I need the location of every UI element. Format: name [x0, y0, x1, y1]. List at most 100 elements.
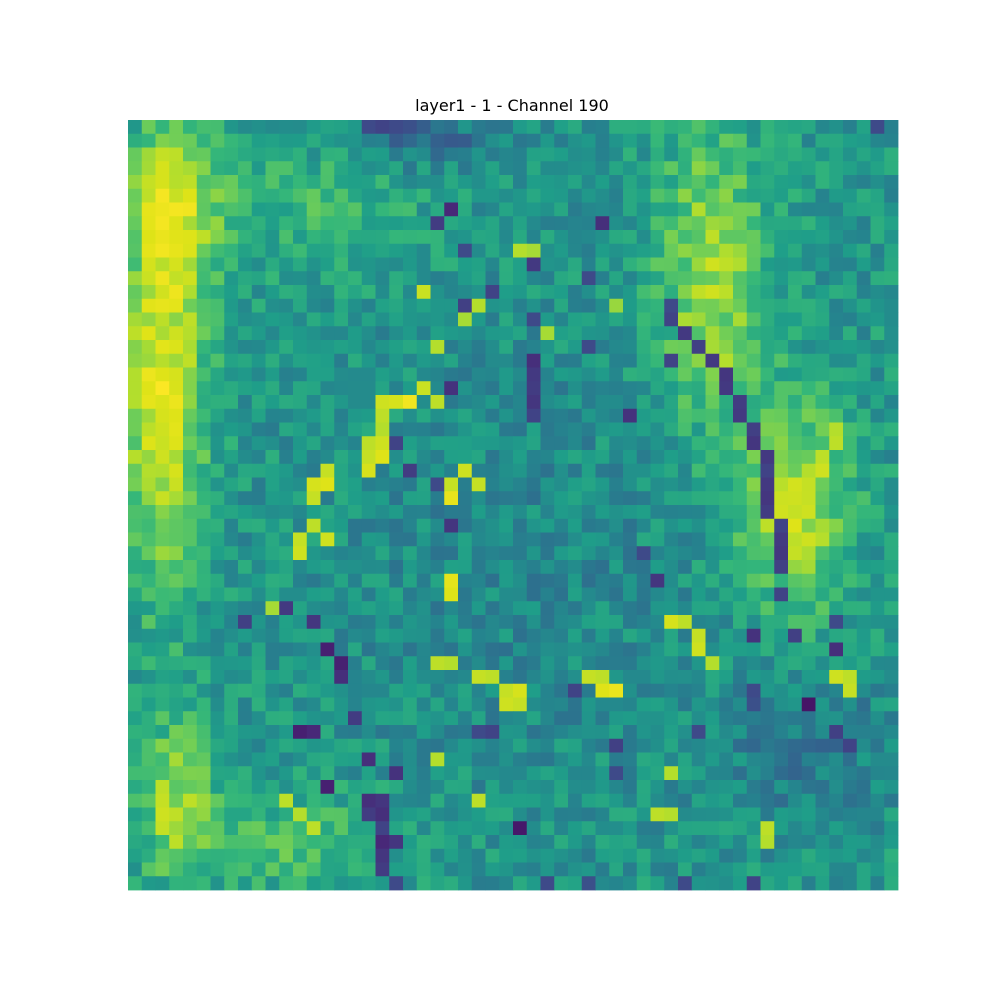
heatmap-cell: [870, 518, 885, 533]
heatmap-cell: [389, 271, 404, 286]
heatmap-cell: [141, 738, 156, 753]
heatmap-cell: [306, 505, 321, 520]
heatmap-cell: [609, 202, 624, 217]
heatmap-cell: [375, 436, 390, 451]
heatmap-cell: [678, 147, 693, 162]
heatmap-cell: [884, 395, 899, 410]
heatmap-cell: [554, 436, 569, 451]
heatmap-cell: [155, 862, 170, 877]
heatmap-cell: [705, 326, 720, 341]
heatmap-cell: [293, 738, 308, 753]
heatmap-cell: [636, 532, 651, 547]
heatmap-cell: [746, 697, 761, 712]
heatmap-cell: [884, 628, 899, 643]
heatmap-cell: [581, 518, 596, 533]
heatmap-cell: [141, 271, 156, 286]
heatmap-cell: [196, 216, 211, 231]
heatmap-cell: [788, 147, 803, 162]
heatmap-cell: [856, 175, 871, 190]
heatmap-cell: [870, 230, 885, 245]
heatmap-cell: [650, 367, 665, 382]
heatmap-cell: [210, 120, 225, 135]
heatmap-cell: [320, 821, 335, 836]
heatmap-cell: [444, 848, 459, 863]
heatmap-cell: [581, 395, 596, 410]
heatmap-cell: [746, 670, 761, 685]
heatmap-cell: [513, 436, 528, 451]
heatmap-cell: [238, 738, 253, 753]
heatmap-cell: [705, 436, 720, 451]
heatmap-cell: [664, 752, 679, 767]
heatmap-cell: [224, 546, 239, 561]
heatmap-cell: [733, 780, 748, 795]
heatmap-cell: [183, 656, 198, 671]
heatmap-cell: [636, 876, 651, 891]
heatmap-cell: [691, 271, 706, 286]
heatmap-cell: [705, 408, 720, 423]
heatmap-cell: [595, 807, 610, 822]
heatmap-cell: [389, 573, 404, 588]
heatmap-cell: [664, 518, 679, 533]
heatmap-cell: [774, 243, 789, 258]
heatmap-cell: [430, 587, 445, 602]
heatmap-cell: [856, 422, 871, 437]
heatmap-cell: [870, 285, 885, 300]
heatmap-cell: [430, 752, 445, 767]
heatmap-cell: [801, 642, 816, 657]
heatmap-cell: [320, 835, 335, 850]
heatmap-cell: [870, 147, 885, 162]
heatmap-cell: [128, 711, 143, 726]
heatmap-cell: [691, 463, 706, 478]
heatmap-cell: [581, 560, 596, 575]
heatmap-cell: [815, 450, 830, 465]
heatmap-cell: [554, 381, 569, 396]
heatmap-cell: [595, 821, 610, 836]
heatmap-cell: [678, 298, 693, 313]
heatmap-cell: [746, 436, 761, 451]
heatmap-cell: [664, 133, 679, 148]
heatmap-cell: [526, 285, 541, 300]
heatmap-cell: [540, 656, 555, 671]
heatmap-cell: [265, 807, 280, 822]
heatmap-cell: [884, 422, 899, 437]
heatmap-cell: [361, 628, 376, 643]
heatmap-cell: [265, 175, 280, 190]
heatmap-cell: [664, 257, 679, 272]
heatmap-cell: [540, 367, 555, 382]
heatmap-cell: [733, 463, 748, 478]
heatmap-cell: [375, 793, 390, 808]
heatmap-cell: [829, 161, 844, 176]
heatmap-cell: [128, 120, 143, 135]
heatmap-cell: [705, 573, 720, 588]
heatmap-cell: [691, 505, 706, 520]
heatmap-cell: [128, 642, 143, 657]
heatmap-cell: [815, 835, 830, 850]
heatmap-cell: [554, 285, 569, 300]
heatmap-cell: [636, 738, 651, 753]
heatmap-cell: [774, 285, 789, 300]
heatmap-cell: [348, 766, 363, 781]
heatmap-cell: [251, 656, 266, 671]
heatmap-cell: [595, 230, 610, 245]
heatmap-cell: [581, 711, 596, 726]
heatmap-cell: [306, 422, 321, 437]
heatmap-cell: [581, 573, 596, 588]
heatmap-cell: [884, 793, 899, 808]
heatmap-cell: [623, 615, 638, 630]
heatmap-cell: [334, 628, 349, 643]
heatmap-cell: [375, 367, 390, 382]
heatmap-cell: [141, 216, 156, 231]
heatmap-cell: [238, 725, 253, 740]
heatmap-cell: [279, 642, 294, 657]
heatmap-cell: [843, 230, 858, 245]
heatmap-cell: [746, 491, 761, 506]
heatmap-cell: [458, 175, 473, 190]
heatmap-cell: [554, 326, 569, 341]
heatmap-cell: [719, 408, 734, 423]
heatmap-cell: [499, 807, 514, 822]
heatmap-cell: [843, 285, 858, 300]
heatmap-cell: [815, 463, 830, 478]
heatmap-cell: [636, 161, 651, 176]
heatmap-cell: [705, 491, 720, 506]
heatmap-cell: [416, 683, 431, 698]
